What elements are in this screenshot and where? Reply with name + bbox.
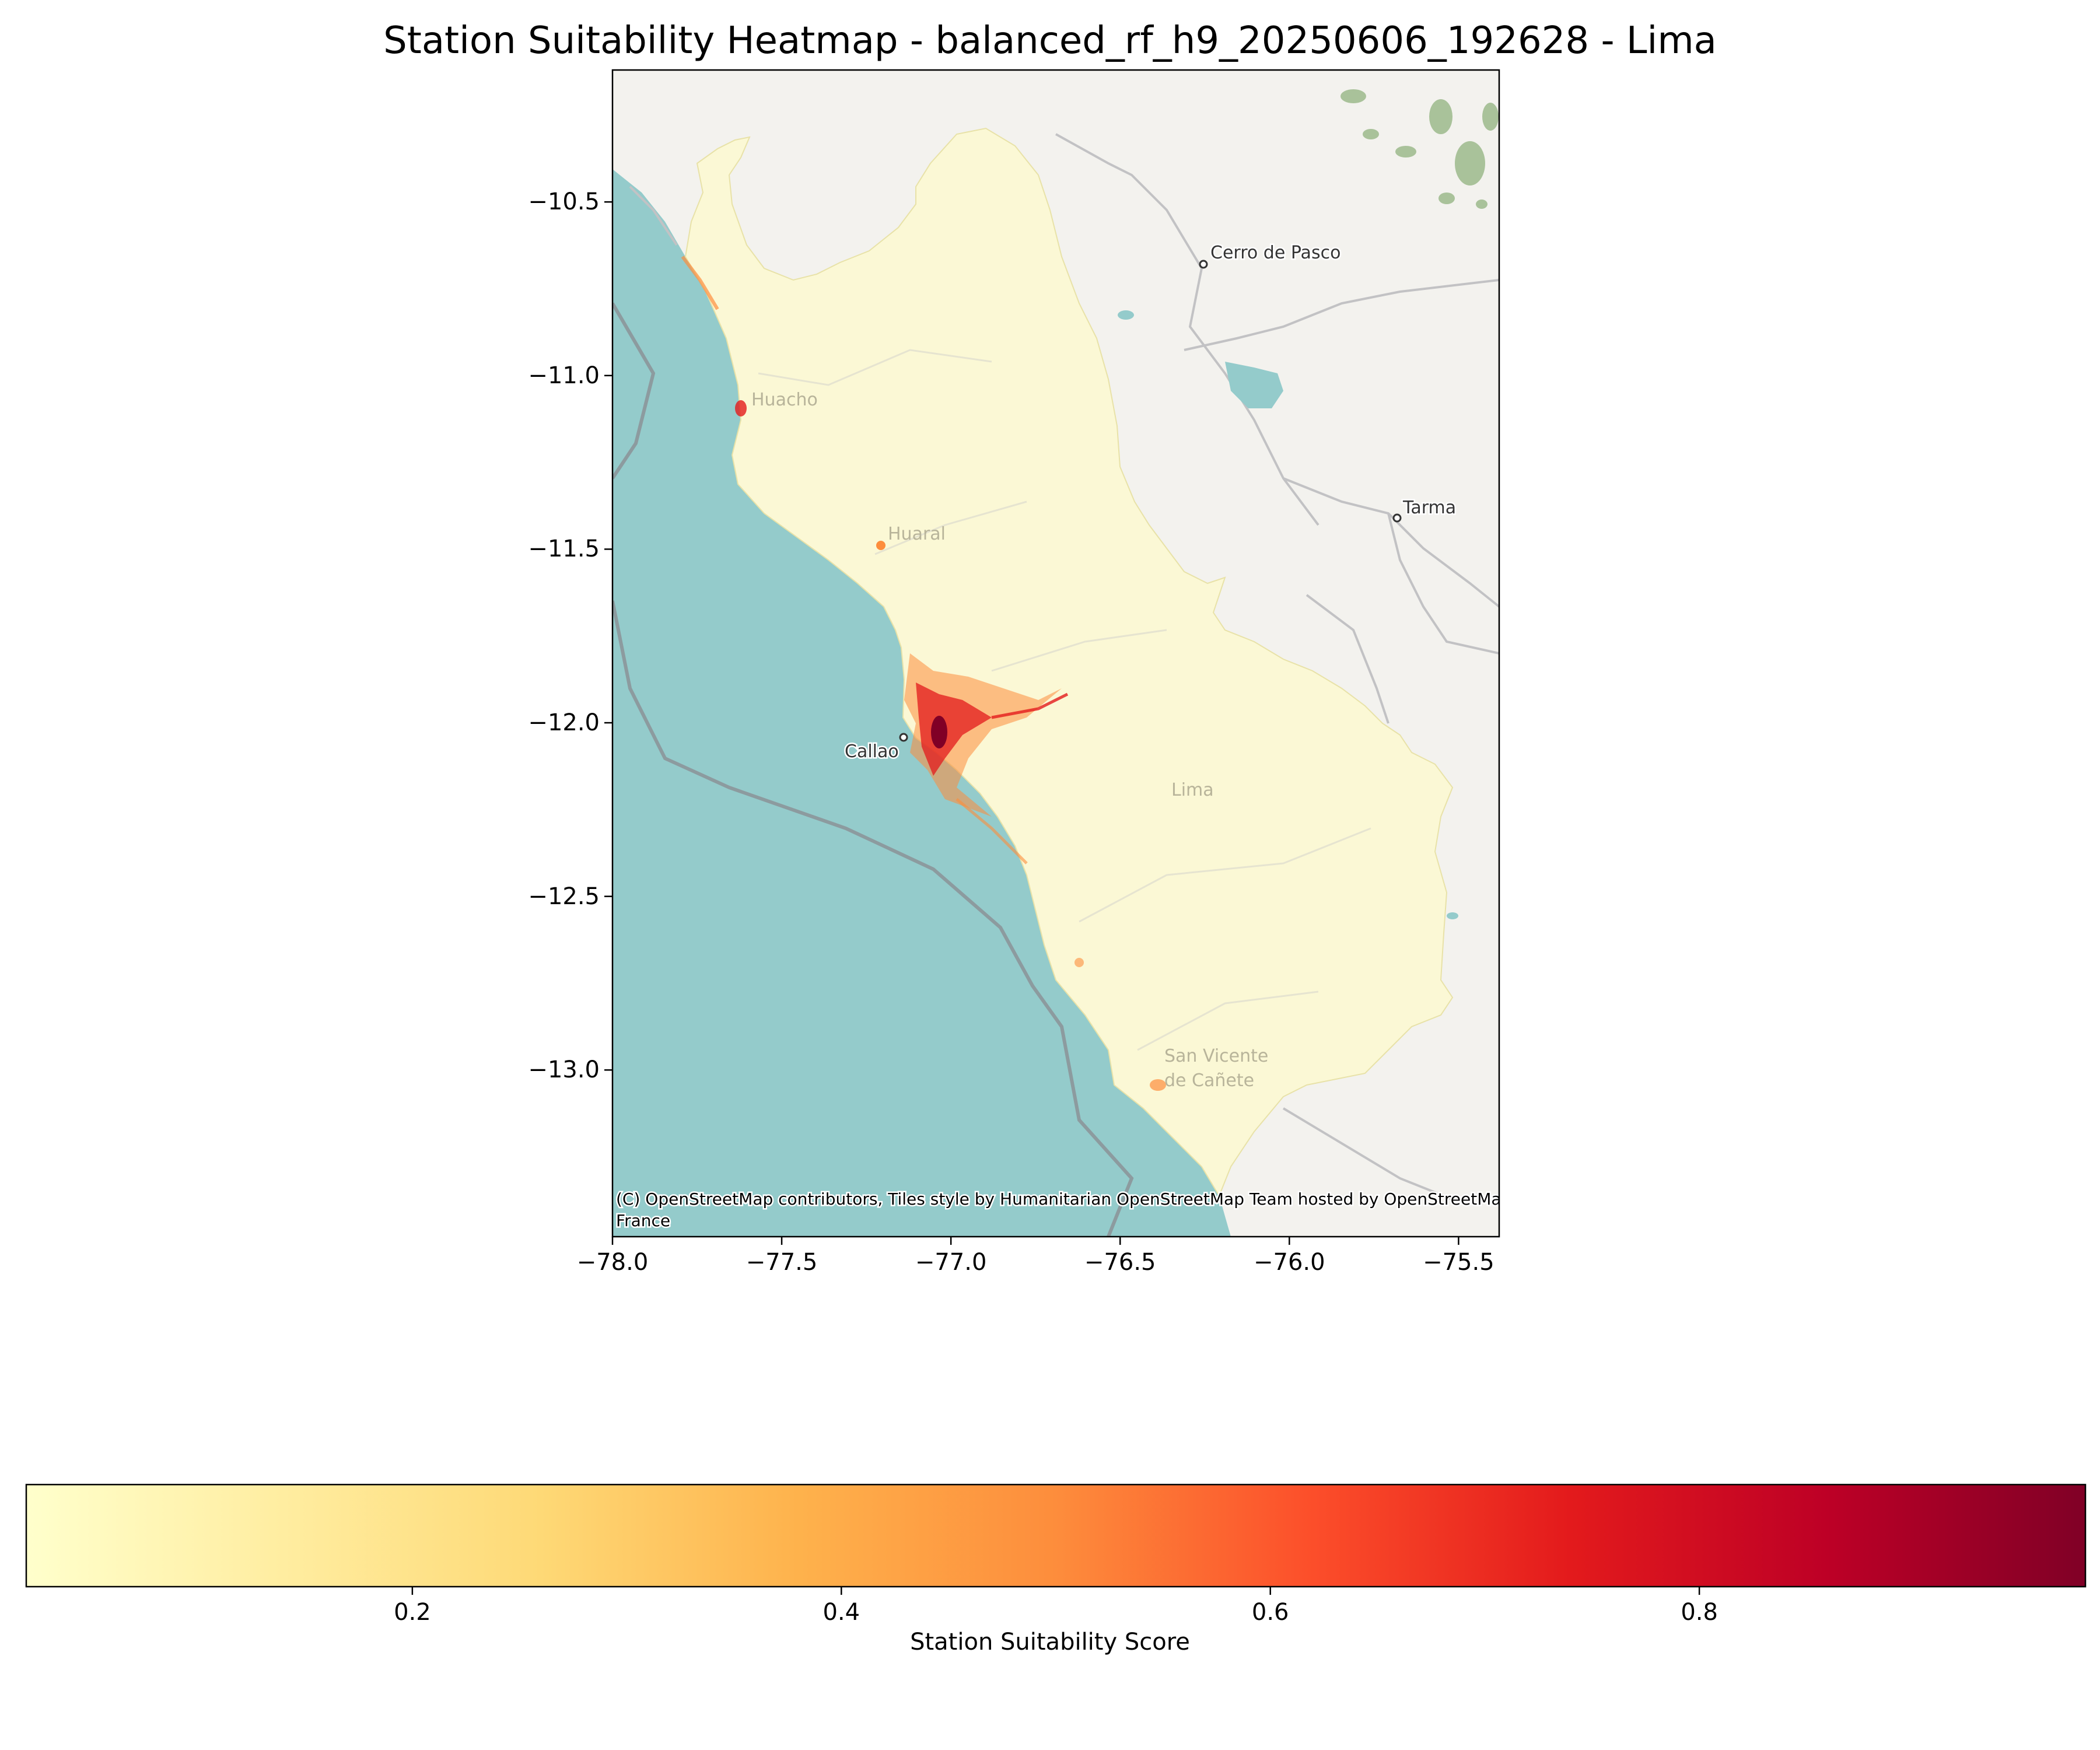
- x-tick-label: −76.5: [1084, 1249, 1156, 1276]
- label-huacho: Huacho: [751, 390, 818, 410]
- roads: [629, 133, 1499, 1203]
- suitability-hotspots: [681, 256, 1166, 1091]
- vegetation: [1340, 89, 1499, 209]
- y-tick-label: −10.5: [528, 188, 600, 216]
- label-lima: Lima: [1171, 780, 1214, 800]
- rivers: [758, 349, 1371, 1051]
- y-tick-label: −13.0: [528, 1056, 600, 1084]
- colorbar-tick-label: 0.4: [822, 1599, 860, 1626]
- x-tick-label: −78.0: [576, 1249, 649, 1276]
- colorbar-label: Station Suitability Score: [910, 1629, 1190, 1656]
- colorbar-tick-label: 0.2: [394, 1599, 431, 1626]
- x-tick-label: −77.5: [746, 1249, 818, 1276]
- label-san-vicente-1: San Vicente: [1164, 1046, 1268, 1066]
- x-tick-label: −75.5: [1423, 1249, 1494, 1276]
- axes-frame: [611, 69, 1500, 1238]
- tarma-marker: [1392, 513, 1402, 523]
- colorbar-tick-label: 0.6: [1251, 1599, 1289, 1626]
- x-tick-label: −77.0: [915, 1249, 987, 1276]
- callao-marker: [899, 733, 908, 742]
- y-tick-label: −11.0: [528, 362, 600, 389]
- label-tarma: Tarma: [1402, 498, 1456, 518]
- attribution-line-1: (C) OpenStreetMap contributors, Tiles st…: [616, 1189, 1511, 1209]
- y-tick-label: −11.5: [528, 536, 600, 563]
- figure-title: Station Suitability Heatmap - balanced_r…: [383, 19, 1717, 62]
- attribution: (C) OpenStreetMap contributors, Tiles st…: [615, 1188, 1511, 1232]
- cerro-de-pasco-marker: [1199, 260, 1208, 269]
- colorbar-tick-label: 0.8: [1681, 1599, 1718, 1626]
- maritime-boundary: [612, 302, 1134, 1237]
- place-labels: Cerro de Pasco Tarma Callao Huacho Huara…: [751, 242, 1458, 1091]
- x-tick-label: −76.0: [1254, 1249, 1325, 1276]
- lakes: [1118, 310, 1458, 919]
- ocean: [612, 169, 1231, 1237]
- y-tick-label: −12.5: [528, 883, 600, 910]
- label-san-vicente-2: de Cañete: [1164, 1070, 1254, 1091]
- label-huaral: Huaral: [888, 524, 946, 544]
- label-callao: Callao: [845, 741, 899, 762]
- y-tick-label: −12.0: [528, 709, 600, 737]
- attribution-line-2: France: [616, 1211, 670, 1230]
- city-markers: [899, 260, 1402, 742]
- label-cerro-de-pasco: Cerro de Pasco: [1210, 243, 1340, 263]
- tick-marks: [604, 201, 1460, 1245]
